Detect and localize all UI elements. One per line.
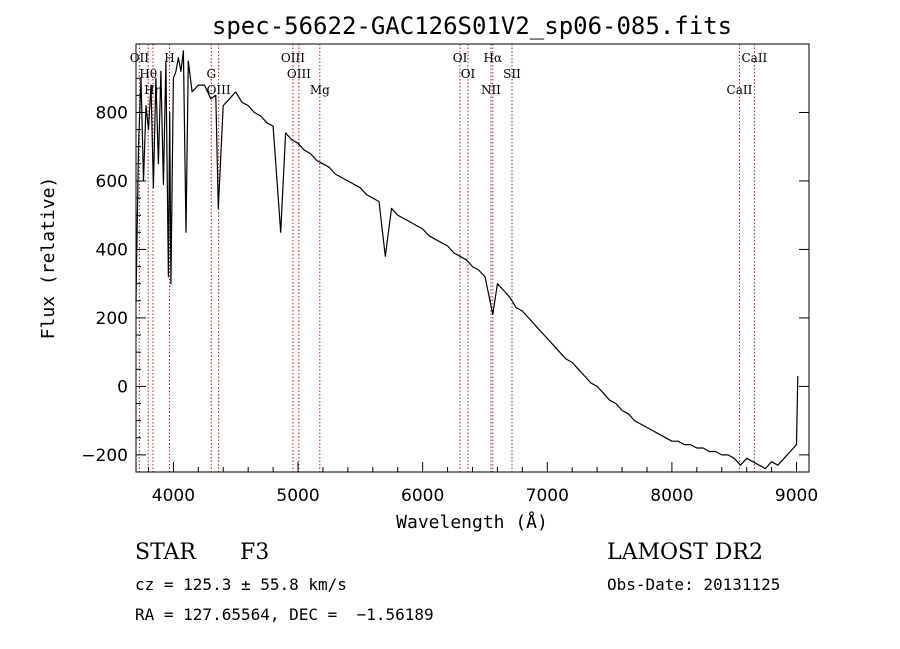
y-tick-label: 400 (96, 240, 128, 260)
line-label: OII (130, 51, 150, 65)
x-tick-label: 6000 (401, 486, 444, 506)
subclass-label: F3 (240, 540, 270, 565)
line-label: OI (453, 51, 468, 65)
x-tick-label: 7000 (526, 486, 569, 506)
plot-frame (135, 43, 810, 473)
line-label: SII (503, 67, 521, 81)
line-label: G (206, 67, 216, 81)
survey-label: LAMOST DR2 (607, 540, 763, 565)
line-label: Mg (310, 83, 330, 97)
line-label: OIII (287, 67, 311, 81)
spectrum-series (135, 50, 799, 470)
x-tick-label: 8000 (650, 486, 693, 506)
line-label: OI (461, 67, 476, 81)
y-tick-label: 800 (96, 103, 128, 123)
line-label: OIII (207, 83, 231, 97)
x-axis-label: Wavelength (Å) (396, 511, 548, 533)
line-label: NII (481, 83, 501, 97)
line-label: CaII (741, 51, 767, 65)
y-axis-label: Flux (relative) (38, 177, 59, 340)
radec-readout: RA = 127.65564, DEC = −1.56189 (135, 605, 434, 624)
cz-readout: cz = 125.3 ± 55.8 km/s (135, 575, 347, 594)
line-label: Hα (484, 51, 503, 65)
y-tick-label: 200 (96, 309, 128, 329)
spectrum-line (135, 50, 799, 470)
x-tick-label: 4000 (152, 486, 195, 506)
y-tick-label: 600 (96, 172, 128, 192)
x-tick-label: 9000 (775, 486, 818, 506)
line-label: Hη (144, 83, 162, 97)
line-label: Hθ (139, 67, 157, 81)
x-axis: 4000 5000 6000 7000 8000 9000 (147, 462, 818, 506)
line-label: CaII (727, 83, 753, 97)
spectrum-chart: spec-56622-GAC126S01V2_sp06-085.fits OII… (38, 12, 818, 533)
obs-date-readout: Obs-Date: 20131125 (607, 575, 781, 594)
line-label: OIII (281, 51, 305, 65)
x-tick-label: 5000 (276, 486, 319, 506)
star-class-label: STAR (135, 540, 196, 565)
y-tick-label: −200 (81, 446, 128, 466)
y-tick-label: 0 (117, 377, 128, 397)
chart-title: spec-56622-GAC126S01V2_sp06-085.fits (212, 12, 732, 40)
line-label: H (164, 51, 174, 65)
y-axis: −200 0 200 400 600 800 (81, 77, 809, 466)
